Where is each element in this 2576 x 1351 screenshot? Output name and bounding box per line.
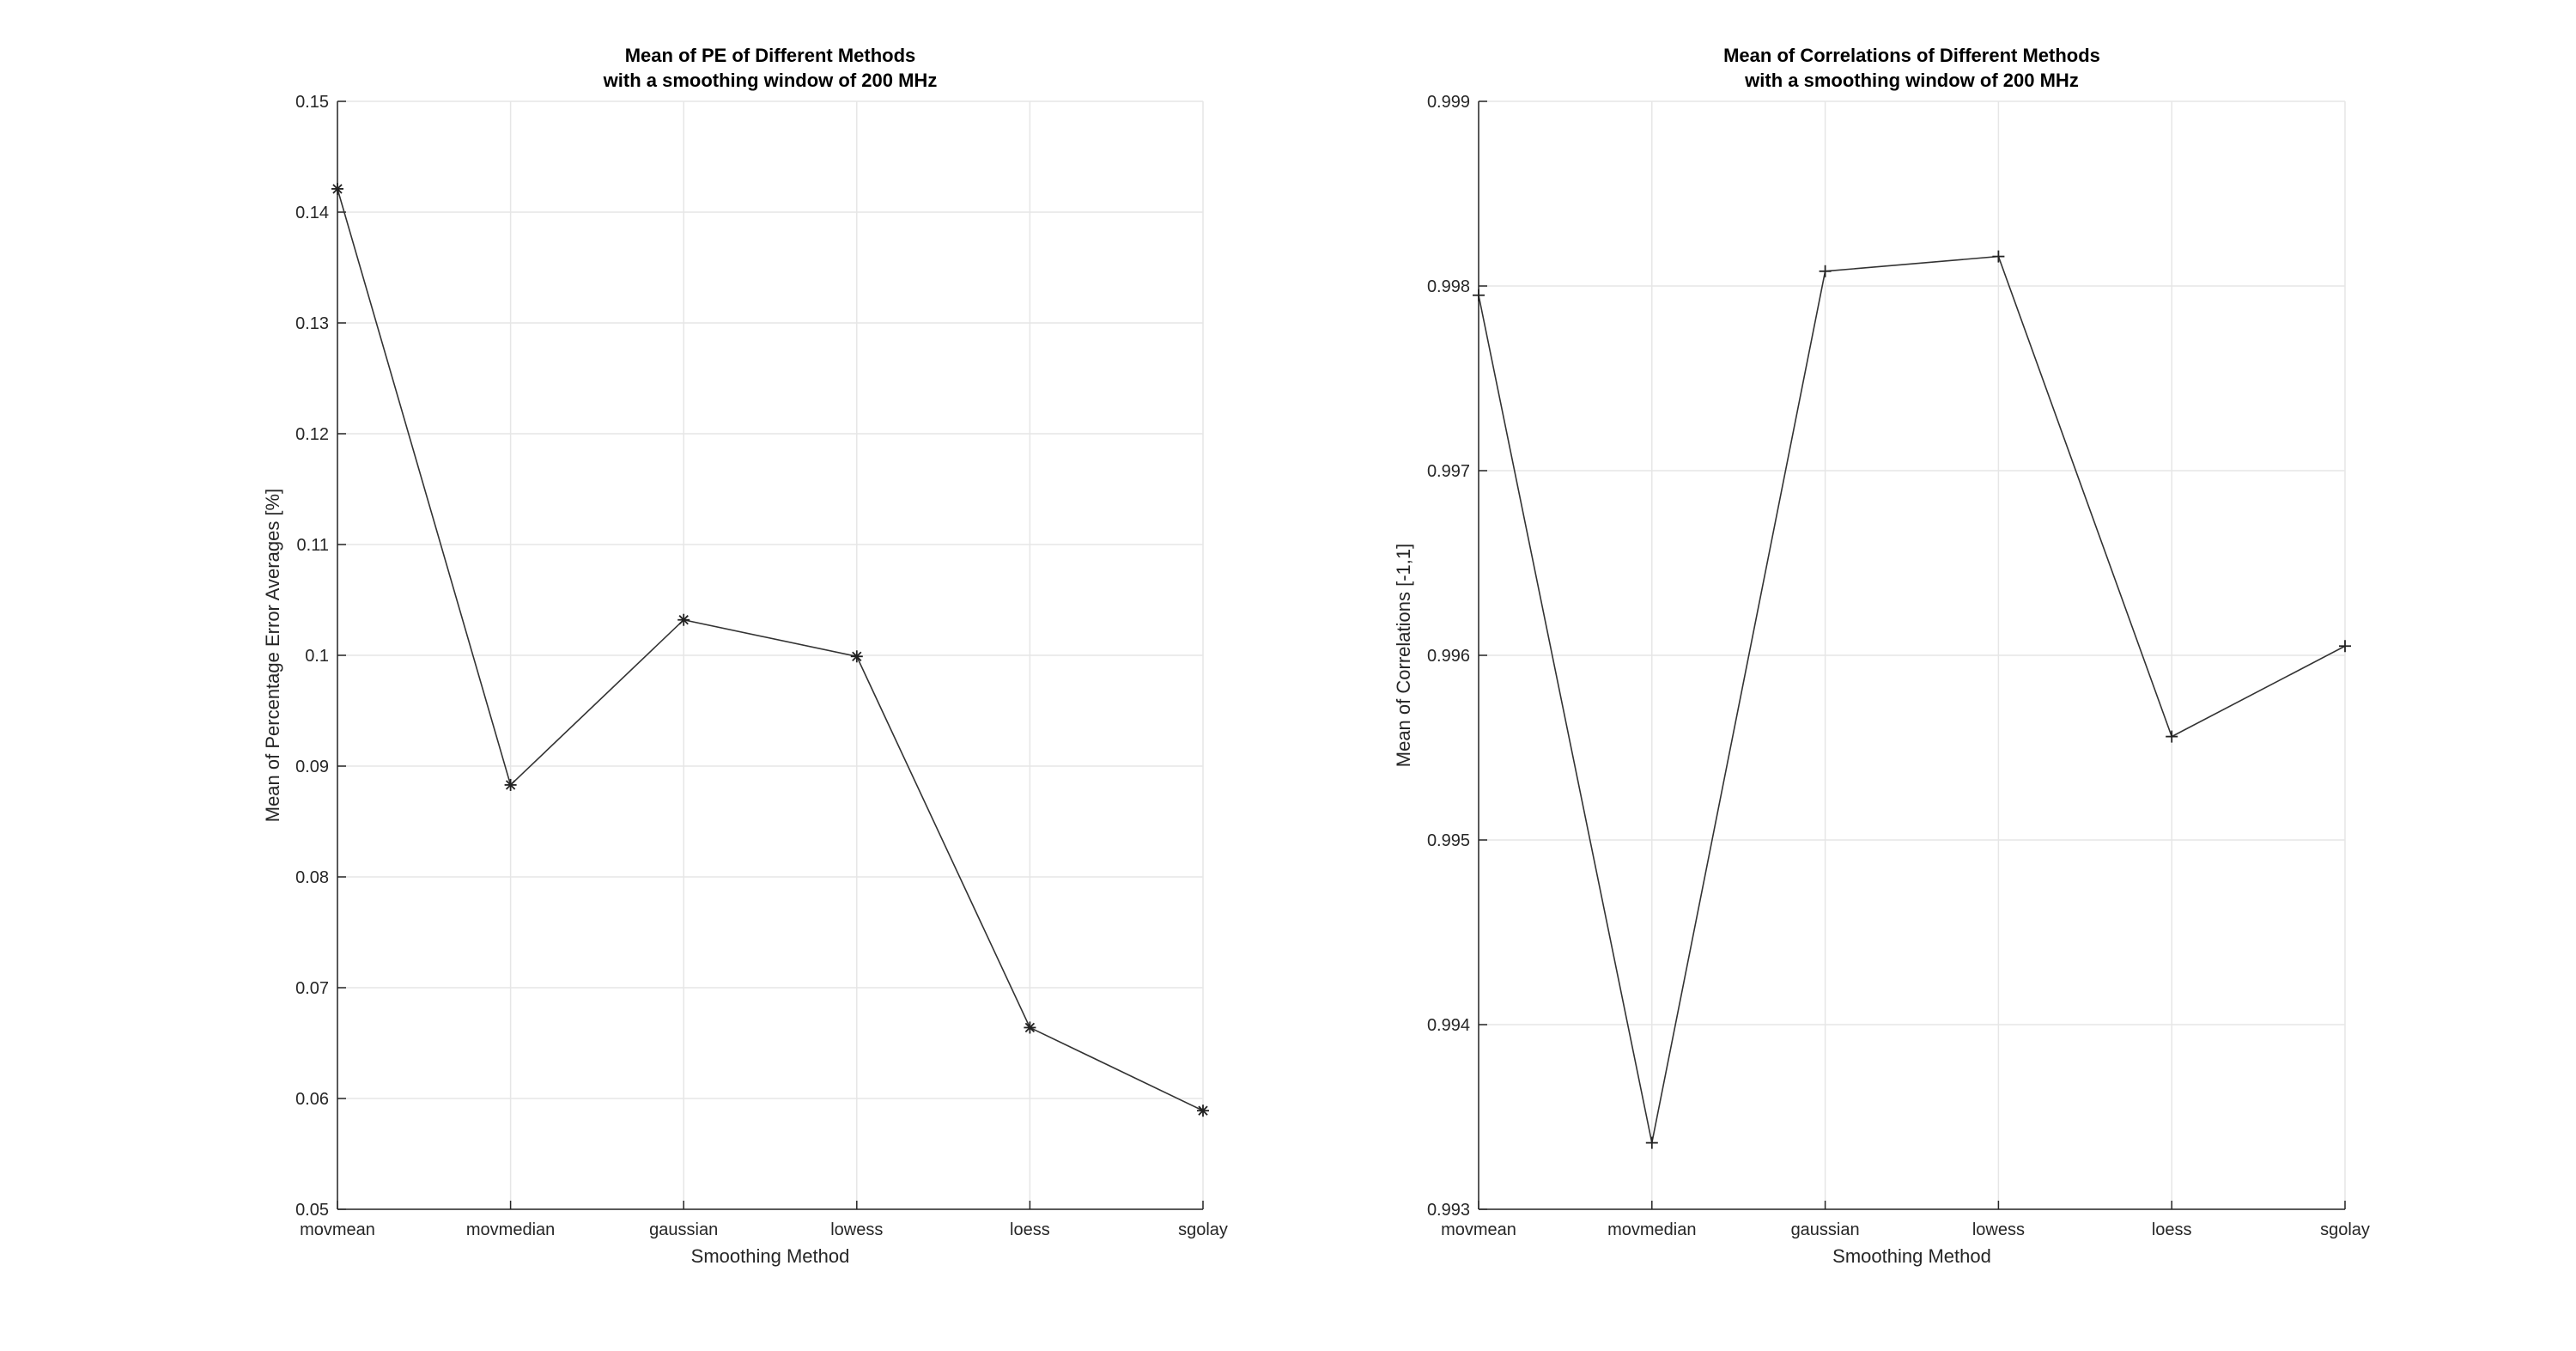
y-tick-label: 0.995 [1427,831,1470,850]
data-point-lowess [850,650,863,663]
data-point-gaussian [1819,265,1832,277]
data-point-gaussian [677,613,690,626]
y-axis-label: Mean of Percentage Error Averages [%] [262,489,283,822]
x-tick-label-sgolay: sgolay [2320,1220,2370,1239]
y-tick-label: 0.15 [295,93,329,112]
data-point-movmean [1473,289,1485,301]
data-point-sgolay [2339,640,2351,653]
x-tick-label-loess: loess [1010,1220,1050,1239]
y-tick-label: 0.07 [295,979,329,998]
x-tick-label-gaussian: gaussian [649,1220,718,1239]
y-tick-label: 0.1 [305,647,329,666]
y-tick-label: 0.997 [1427,462,1470,481]
data-point-loess [2166,730,2178,743]
y-tick-label: 0.14 [295,204,329,222]
x-tick-label-gaussian: gaussian [1791,1220,1860,1239]
data-point-loess [1024,1021,1036,1034]
y-tick-label: 0.06 [295,1090,329,1109]
x-tick-label-loess: loess [2152,1220,2192,1239]
y-tick-label: 0.998 [1427,277,1470,296]
chart-title: Mean of Correlations of Different Method… [1723,45,2100,66]
data-point-movmedian [1645,1136,1658,1149]
y-tick-label: 0.13 [295,314,329,333]
chart-subtitle: with a smoothing window of 200 MHz [1744,70,2079,91]
x-tick-label-lowess: lowess [830,1220,883,1239]
data-point-movmedian [504,778,517,791]
pe-chart: 0.05 0.06 0.07 0.08 0.09 0.1 0.11 0.12 0.13 0.14 0… [262,45,1228,1267]
y-tick-label: 0.994 [1427,1016,1470,1035]
data-point-lowess [1992,250,2005,263]
y-tick-label: 0.993 [1427,1201,1470,1220]
x-tick-label-movmean: movmean [1441,1220,1516,1239]
series-line [337,188,1204,1111]
series-line [1478,255,2346,1143]
y-tick-label: 0.11 [297,536,329,555]
y-tick-label: 0.999 [1427,93,1470,112]
y-tick-label: 0.09 [295,758,329,776]
x-tick-label-sgolay: sgolay [1178,1220,1228,1239]
y-tick-label: 0.12 [295,425,329,444]
y-tick-label: 0.08 [295,868,329,887]
y-tick-label: 0.05 [295,1201,329,1220]
x-axis-label: Smoothing Method [691,1245,850,1267]
data-point-movmean [331,182,343,195]
chart-subtitle: with a smoothing window of 200 MHz [603,70,938,91]
y-axis-label: Mean of Correlations [-1,1] [1393,544,1414,767]
y-tick-label: 0.996 [1427,647,1470,666]
x-tick-label-movmean: movmean [300,1220,375,1239]
data-point-sgolay [1197,1105,1209,1117]
correlation-chart: 0.993 0.994 0.995 0.996 0.997 0.998 0.999 movme… [1393,45,2370,1267]
x-tick-label-lowess: lowess [1972,1220,2025,1239]
x-tick-label-movmedian: movmedian [466,1220,555,1239]
x-axis-label: Smoothing Method [1832,1245,1991,1267]
chart-title: Mean of PE of Different Methods [625,45,916,66]
x-tick-label-movmedian: movmedian [1607,1220,1696,1239]
